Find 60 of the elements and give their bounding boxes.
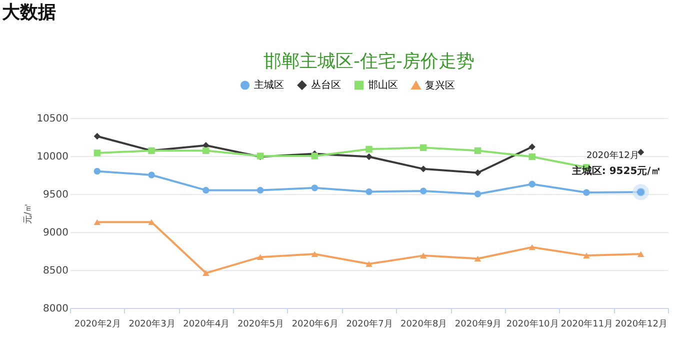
x-tick-label: 2020年3月: [128, 318, 176, 330]
x-tick-label: 2020年5月: [237, 318, 284, 330]
y-tick-label: 9000: [43, 228, 68, 238]
y-tick-label: 9500: [43, 190, 68, 200]
point: [420, 252, 427, 258]
point: [311, 184, 318, 192]
annotation: 主城区: 9525元/㎡: [570, 165, 661, 178]
point: [94, 132, 101, 140]
point: [256, 254, 264, 260]
point: [528, 153, 536, 160]
point: [474, 169, 482, 176]
point: [311, 152, 318, 160]
legend-label: 丛台区: [311, 79, 341, 92]
point: [366, 153, 372, 160]
point: [202, 270, 210, 276]
point: [420, 144, 427, 151]
point: [256, 186, 264, 194]
point: [474, 256, 482, 262]
point: [637, 148, 644, 156]
x-tick-label: 2020年6月: [292, 318, 338, 330]
point: [528, 180, 536, 188]
annotation: 2020年12月: [586, 150, 639, 162]
point: [583, 189, 590, 196]
y-tick-label: 10500: [36, 114, 68, 124]
point: [148, 219, 155, 226]
point: [474, 147, 482, 154]
point: [420, 166, 427, 172]
y-tick-label: 8500: [43, 266, 68, 276]
x-tick-label: 2020年11月: [560, 318, 614, 330]
point: [583, 252, 590, 258]
point: [366, 261, 372, 267]
point: [366, 146, 372, 153]
point: [202, 186, 210, 194]
text: 大数据: [1, 2, 56, 23]
x-tick-label: 2020年7月: [346, 318, 393, 330]
x-tick-label: 2020年9月: [454, 318, 502, 330]
point: [528, 244, 536, 250]
point: [311, 251, 318, 257]
chart-title: 邯郸主城区-住宅-房价走势: [264, 51, 474, 72]
point: [528, 144, 536, 150]
x-tick-label: 2020年12月: [615, 318, 668, 330]
point: [366, 188, 372, 196]
legend-label: 复兴区: [425, 79, 455, 92]
point: [202, 147, 210, 154]
x-tick-label: 2020年10月: [506, 318, 559, 330]
y-axis-title: 元/㎡: [22, 202, 34, 224]
point: [94, 219, 101, 226]
legend-label: 邯山区: [368, 79, 398, 92]
y-tick-label: 8000: [43, 304, 68, 314]
x-tick-label: 2020年4月: [183, 318, 230, 330]
point: [474, 190, 482, 198]
point: [94, 168, 101, 175]
y-tick-label: 10000: [36, 152, 68, 162]
point: [94, 150, 101, 156]
x-tick-label: 2020年2月: [74, 318, 121, 330]
x-tick-label: 2020年8月: [400, 318, 448, 330]
point: [637, 251, 644, 257]
point: [420, 188, 427, 194]
legend-label: 主城区: [254, 79, 284, 92]
point: [148, 172, 155, 178]
